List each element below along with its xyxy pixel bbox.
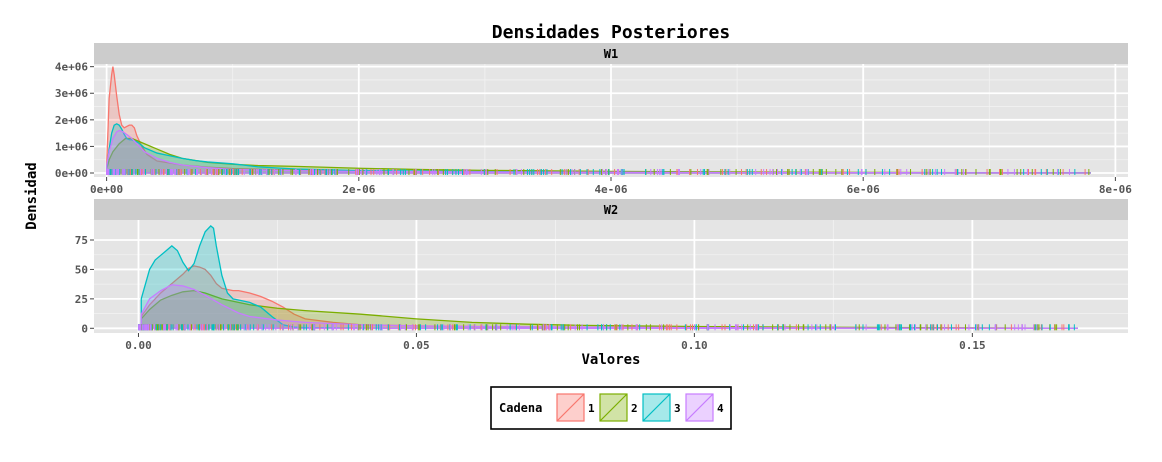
legend-label: 2 xyxy=(631,402,638,415)
y-tick-label: 1e+06 xyxy=(55,140,88,153)
chart-title: Densidades Posteriores xyxy=(492,22,730,43)
strip-label: W1 xyxy=(604,47,618,61)
legend-title: Cadena xyxy=(499,401,542,415)
x-axis-title: Valores xyxy=(581,352,640,368)
x-tick-label: 8e-06 xyxy=(1099,183,1132,196)
facet-panels: W1 0e+00 1e+06 2e+06 3e+06 4e+06 0e+00 2e-06 4e-… xyxy=(55,43,1132,352)
x-tick-label: 0e+00 xyxy=(90,183,123,196)
legend-key-line xyxy=(599,393,628,422)
y-tick-label: 2e+06 xyxy=(55,114,88,127)
strip-label: W2 xyxy=(604,203,618,217)
x-axis-w2: 0.00 0.05 0.10 0.15 xyxy=(125,333,986,352)
density-area-cadena-4 xyxy=(140,284,1078,329)
strip-w1 xyxy=(94,43,1128,64)
y-tick-label: 4e+06 xyxy=(55,61,88,74)
legend-item-3: 3 xyxy=(642,393,681,422)
x-axis-w1: 0e+00 2e-06 4e-06 6e-06 8e-06 xyxy=(90,177,1132,196)
panel-w1: W1 0e+00 1e+06 2e+06 3e+06 4e+06 0e+00 2e-06 4e-… xyxy=(55,43,1132,196)
panel-w2: W2 0 25 50 75 0.00 0.05 0.10 0.15 xyxy=(75,199,1128,352)
strip-w2 xyxy=(94,199,1128,220)
x-tick-label: 0.00 xyxy=(125,339,152,352)
legend-item-2: 2 xyxy=(599,393,638,422)
legend-item-1: 1 xyxy=(556,393,595,422)
rug-marks xyxy=(137,324,1075,331)
plot-background xyxy=(94,220,1128,333)
x-tick-label: 0.10 xyxy=(681,339,708,352)
y-axis-w1: 0e+00 1e+06 2e+06 3e+06 4e+06 xyxy=(55,61,94,180)
legend-label: 4 xyxy=(717,402,724,415)
x-tick-label: 2e-06 xyxy=(342,183,375,196)
x-tick-label: 0.05 xyxy=(403,339,430,352)
y-tick-label: 0e+00 xyxy=(55,167,88,180)
legend: Cadena 1 2 3 4 xyxy=(490,386,732,430)
legend-key-line xyxy=(642,393,671,422)
density-series xyxy=(140,224,1078,329)
legend-key-line xyxy=(685,393,714,422)
y-tick-label: 50 xyxy=(75,263,88,276)
y-axis-title: Densidad xyxy=(24,162,40,229)
y-tick-label: 25 xyxy=(75,293,88,306)
x-tick-label: 6e-06 xyxy=(847,183,880,196)
x-tick-label: 0.15 xyxy=(959,339,986,352)
legend-key-line xyxy=(556,393,585,422)
y-tick-label: 75 xyxy=(75,234,88,247)
rug-marks xyxy=(106,169,1090,176)
legend-item-4: 4 xyxy=(685,393,724,422)
x-tick-label: 4e-06 xyxy=(594,183,627,196)
y-axis-w2: 0 25 50 75 xyxy=(75,234,94,335)
legend-label: 1 xyxy=(588,402,595,415)
legend-label: 3 xyxy=(674,402,681,415)
y-tick-label: 3e+06 xyxy=(55,87,88,100)
y-tick-label: 0 xyxy=(81,322,88,335)
